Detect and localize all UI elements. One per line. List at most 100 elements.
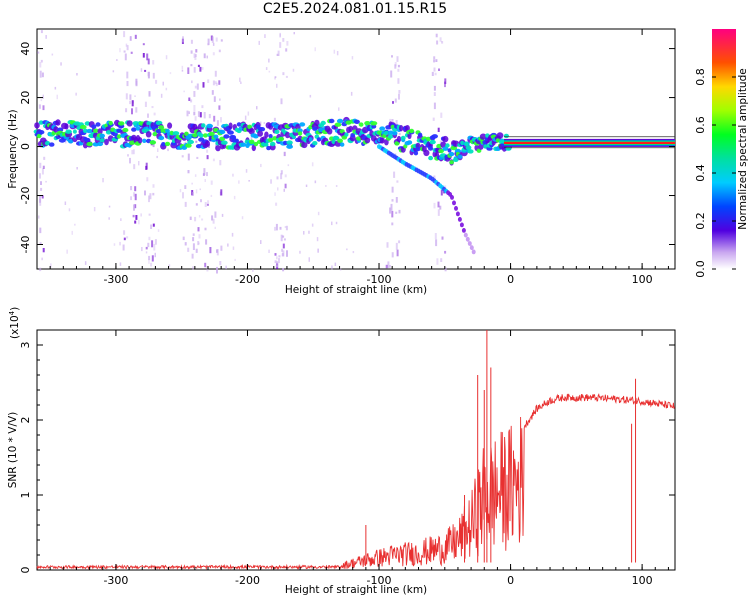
noise-speck [286, 41, 289, 46]
noise-speck [282, 235, 285, 238]
noise-speck [433, 202, 436, 209]
spectral-blob [215, 144, 221, 152]
noise-speck [396, 56, 399, 62]
noise-speck [444, 250, 447, 254]
noise-speck [190, 50, 193, 54]
spectral-blob [505, 146, 512, 151]
noise-speck [155, 79, 158, 84]
noise-speck [199, 66, 202, 72]
spectral-blob [286, 144, 293, 149]
noise-speck [278, 255, 281, 258]
noise-speck [141, 247, 143, 252]
spectral-blob [284, 131, 291, 139]
noise-speck [268, 249, 270, 253]
spectral-blob [336, 118, 344, 124]
spectral-blob [454, 148, 462, 154]
noise-speck [71, 230, 73, 235]
noise-speck [316, 237, 319, 242]
noise-speck [386, 242, 389, 248]
spectral-blob [455, 211, 460, 217]
spectral-blob [247, 124, 253, 129]
noise-speck [149, 193, 152, 200]
noise-speck [333, 49, 336, 54]
noise-speck [260, 240, 262, 244]
spectral-blob [268, 137, 274, 143]
spectral-blob [93, 128, 99, 133]
noise-speck [144, 190, 146, 196]
x-tick-label: -300 [103, 273, 128, 286]
spectral-blob [463, 232, 468, 238]
noise-speck [148, 92, 151, 95]
noise-speck [151, 106, 154, 109]
noise-speck [293, 32, 295, 35]
spectral-blob [158, 125, 165, 130]
spectral-blob [503, 133, 509, 139]
noise-speck [335, 185, 338, 187]
noise-speck [221, 213, 224, 217]
noise-speck [181, 155, 184, 158]
spectral-blob [429, 139, 436, 145]
noise-speck [309, 94, 312, 98]
spectral-blob [450, 195, 454, 200]
noise-speck [390, 203, 393, 211]
snr-multiplier-label: (x104) [8, 307, 21, 339]
noise-speck [440, 112, 443, 118]
y-tick-label: 20 [19, 91, 32, 105]
noise-speck [64, 201, 67, 205]
spectral-blob [320, 120, 326, 126]
y-tick-label: 3 [19, 342, 32, 349]
noise-speck [286, 250, 288, 257]
colorbar-tick-label: 0.0 [694, 260, 707, 278]
noise-speck [281, 248, 284, 252]
noise-speck [140, 68, 143, 72]
noise-speck [277, 187, 279, 191]
noise-speck [193, 105, 196, 112]
noise-speck [126, 71, 129, 79]
noise-speck [130, 51, 133, 54]
spectral-blob [126, 120, 133, 127]
spectral-blob [185, 143, 192, 148]
noise-speck [275, 202, 278, 206]
noise-speck [397, 64, 400, 68]
noise-speck [113, 243, 116, 246]
noise-speck [440, 258, 443, 262]
noise-speck [259, 121, 262, 126]
noise-speck [205, 239, 208, 245]
noise-speck [160, 93, 163, 98]
spectral-blob [253, 134, 259, 139]
noise-speck [187, 247, 190, 252]
spectral-blob [353, 119, 360, 125]
noise-speck [216, 266, 218, 274]
spectral-blob [423, 149, 430, 157]
noise-speck [39, 242, 42, 245]
noise-speck [278, 258, 280, 264]
spectral-blob [440, 141, 447, 148]
x-tick-label: -300 [103, 574, 128, 587]
spectral-blob [364, 121, 371, 126]
noise-speck [275, 223, 278, 231]
spectral-blob [383, 130, 390, 136]
spectral-blob [99, 133, 105, 138]
x-tick-label: 100 [632, 273, 653, 286]
noise-speck [138, 161, 140, 166]
spectral-blob [471, 249, 476, 255]
spectral-blob [467, 149, 474, 154]
spectral-blob [447, 148, 452, 153]
noise-speck [133, 192, 135, 197]
colorbar-tick-label: 0.4 [694, 164, 707, 182]
noise-speck [232, 173, 234, 177]
noise-speck [437, 127, 440, 132]
noise-speck [335, 221, 338, 225]
noise-speck [204, 262, 207, 268]
spectral-blob [459, 222, 464, 228]
noise-speck [147, 71, 150, 79]
noise-speck [274, 260, 277, 264]
spectral-blob [496, 132, 504, 139]
noise-speck [241, 216, 244, 220]
noise-speck [197, 227, 200, 232]
noise-speck [206, 149, 209, 153]
noise-speck [125, 108, 128, 113]
noise-speck [331, 221, 333, 226]
